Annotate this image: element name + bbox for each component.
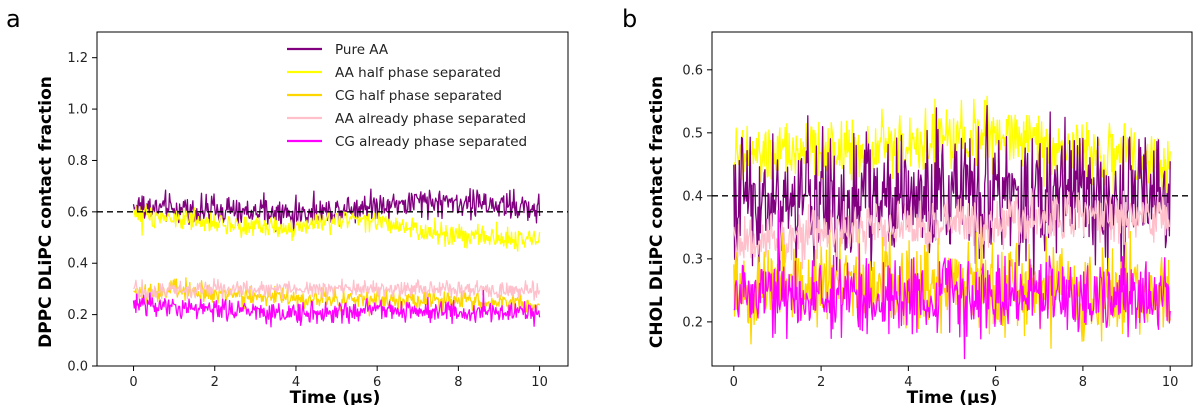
panel-b-y-ticks: 0.2 0.3 0.4 0.5 0.6 xyxy=(682,63,712,330)
y-tick-label: 1.2 xyxy=(67,51,88,66)
x-tick-label: 2 xyxy=(817,375,825,390)
legend-entry: AA half phase separated xyxy=(335,65,501,81)
trace-cg-already-phase-separated xyxy=(733,209,1171,360)
legend-entry: CG already phase separated xyxy=(335,134,527,150)
trace-aa-already-phase-separated xyxy=(132,277,541,301)
y-tick-label: 0.5 xyxy=(682,126,703,141)
y-tick-label: 0.6 xyxy=(67,205,88,220)
panel-a-x-ticks: 0 2 4 6 8 10 xyxy=(129,366,548,390)
y-tick-label: 0.4 xyxy=(67,257,88,272)
legend: Pure AA AA half phase separated CG half ph… xyxy=(287,42,527,150)
x-tick-label: 6 xyxy=(373,375,381,390)
panel-a-letter: a xyxy=(6,5,21,33)
legend-entry: Pure AA xyxy=(335,42,389,58)
trace-cg-already-phase-separated xyxy=(132,289,541,328)
panel-a-x-axis-label: Time (μs) xyxy=(290,388,381,405)
panel-a-traces xyxy=(132,187,541,328)
panel-b: b 0 2 4 6 8 10 0.2 0.3 0.4 0.5 0.6 Time (μs) CHOL… xyxy=(622,5,1193,405)
trace-aa-already-phase-separated xyxy=(733,188,1171,270)
y-tick-label: 0.8 xyxy=(67,154,88,169)
panel-b-letter: b xyxy=(622,5,637,33)
y-tick-label: 0.6 xyxy=(682,63,703,78)
trace-aa-half-phase-separated xyxy=(132,203,541,252)
legend-entry: CG half phase separated xyxy=(335,88,502,104)
x-tick-label: 0 xyxy=(129,375,137,390)
x-tick-label: 4 xyxy=(904,375,912,390)
panel-b-y-axis-label: CHOL DLiPC contact fraction xyxy=(647,76,667,348)
panel-a-y-axis-label: DPPC DLiPC contact fraction xyxy=(36,76,56,348)
legend-entry: AA already phase separated xyxy=(335,111,526,127)
panel-a: a 0 2 4 6 8 10 0.0 0.2 0.4 0.6 0.8 1.0 1.2 Time (μs… xyxy=(6,5,569,405)
x-tick-label: 10 xyxy=(1162,375,1179,390)
trace-pure-aa xyxy=(132,187,541,232)
panel-a-plot-frame xyxy=(96,31,569,367)
x-tick-label: 0 xyxy=(730,375,738,390)
y-tick-label: 1.0 xyxy=(67,103,88,118)
y-tick-label: 0.3 xyxy=(682,252,703,267)
y-tick-label: 0.2 xyxy=(67,308,88,323)
y-tick-label: 0.4 xyxy=(682,189,703,204)
x-tick-label: 4 xyxy=(292,375,300,390)
x-tick-label: 8 xyxy=(1079,375,1087,390)
panel-b-x-ticks: 0 2 4 6 8 10 xyxy=(730,366,1179,390)
x-tick-label: 8 xyxy=(454,375,462,390)
y-tick-label: 0.2 xyxy=(682,315,703,330)
x-tick-label: 6 xyxy=(991,375,999,390)
x-tick-label: 2 xyxy=(211,375,219,390)
panel-a-y-ticks: 0.0 0.2 0.4 0.6 0.8 1.0 1.2 xyxy=(67,51,97,375)
trace-pure-aa xyxy=(733,105,1171,319)
panel-b-x-axis-label: Time (μs) xyxy=(907,388,998,405)
panel-b-traces xyxy=(733,95,1171,360)
panel-b-plot-frame xyxy=(711,31,1193,367)
x-tick-label: 10 xyxy=(531,375,548,390)
y-tick-label: 0.0 xyxy=(67,360,88,375)
